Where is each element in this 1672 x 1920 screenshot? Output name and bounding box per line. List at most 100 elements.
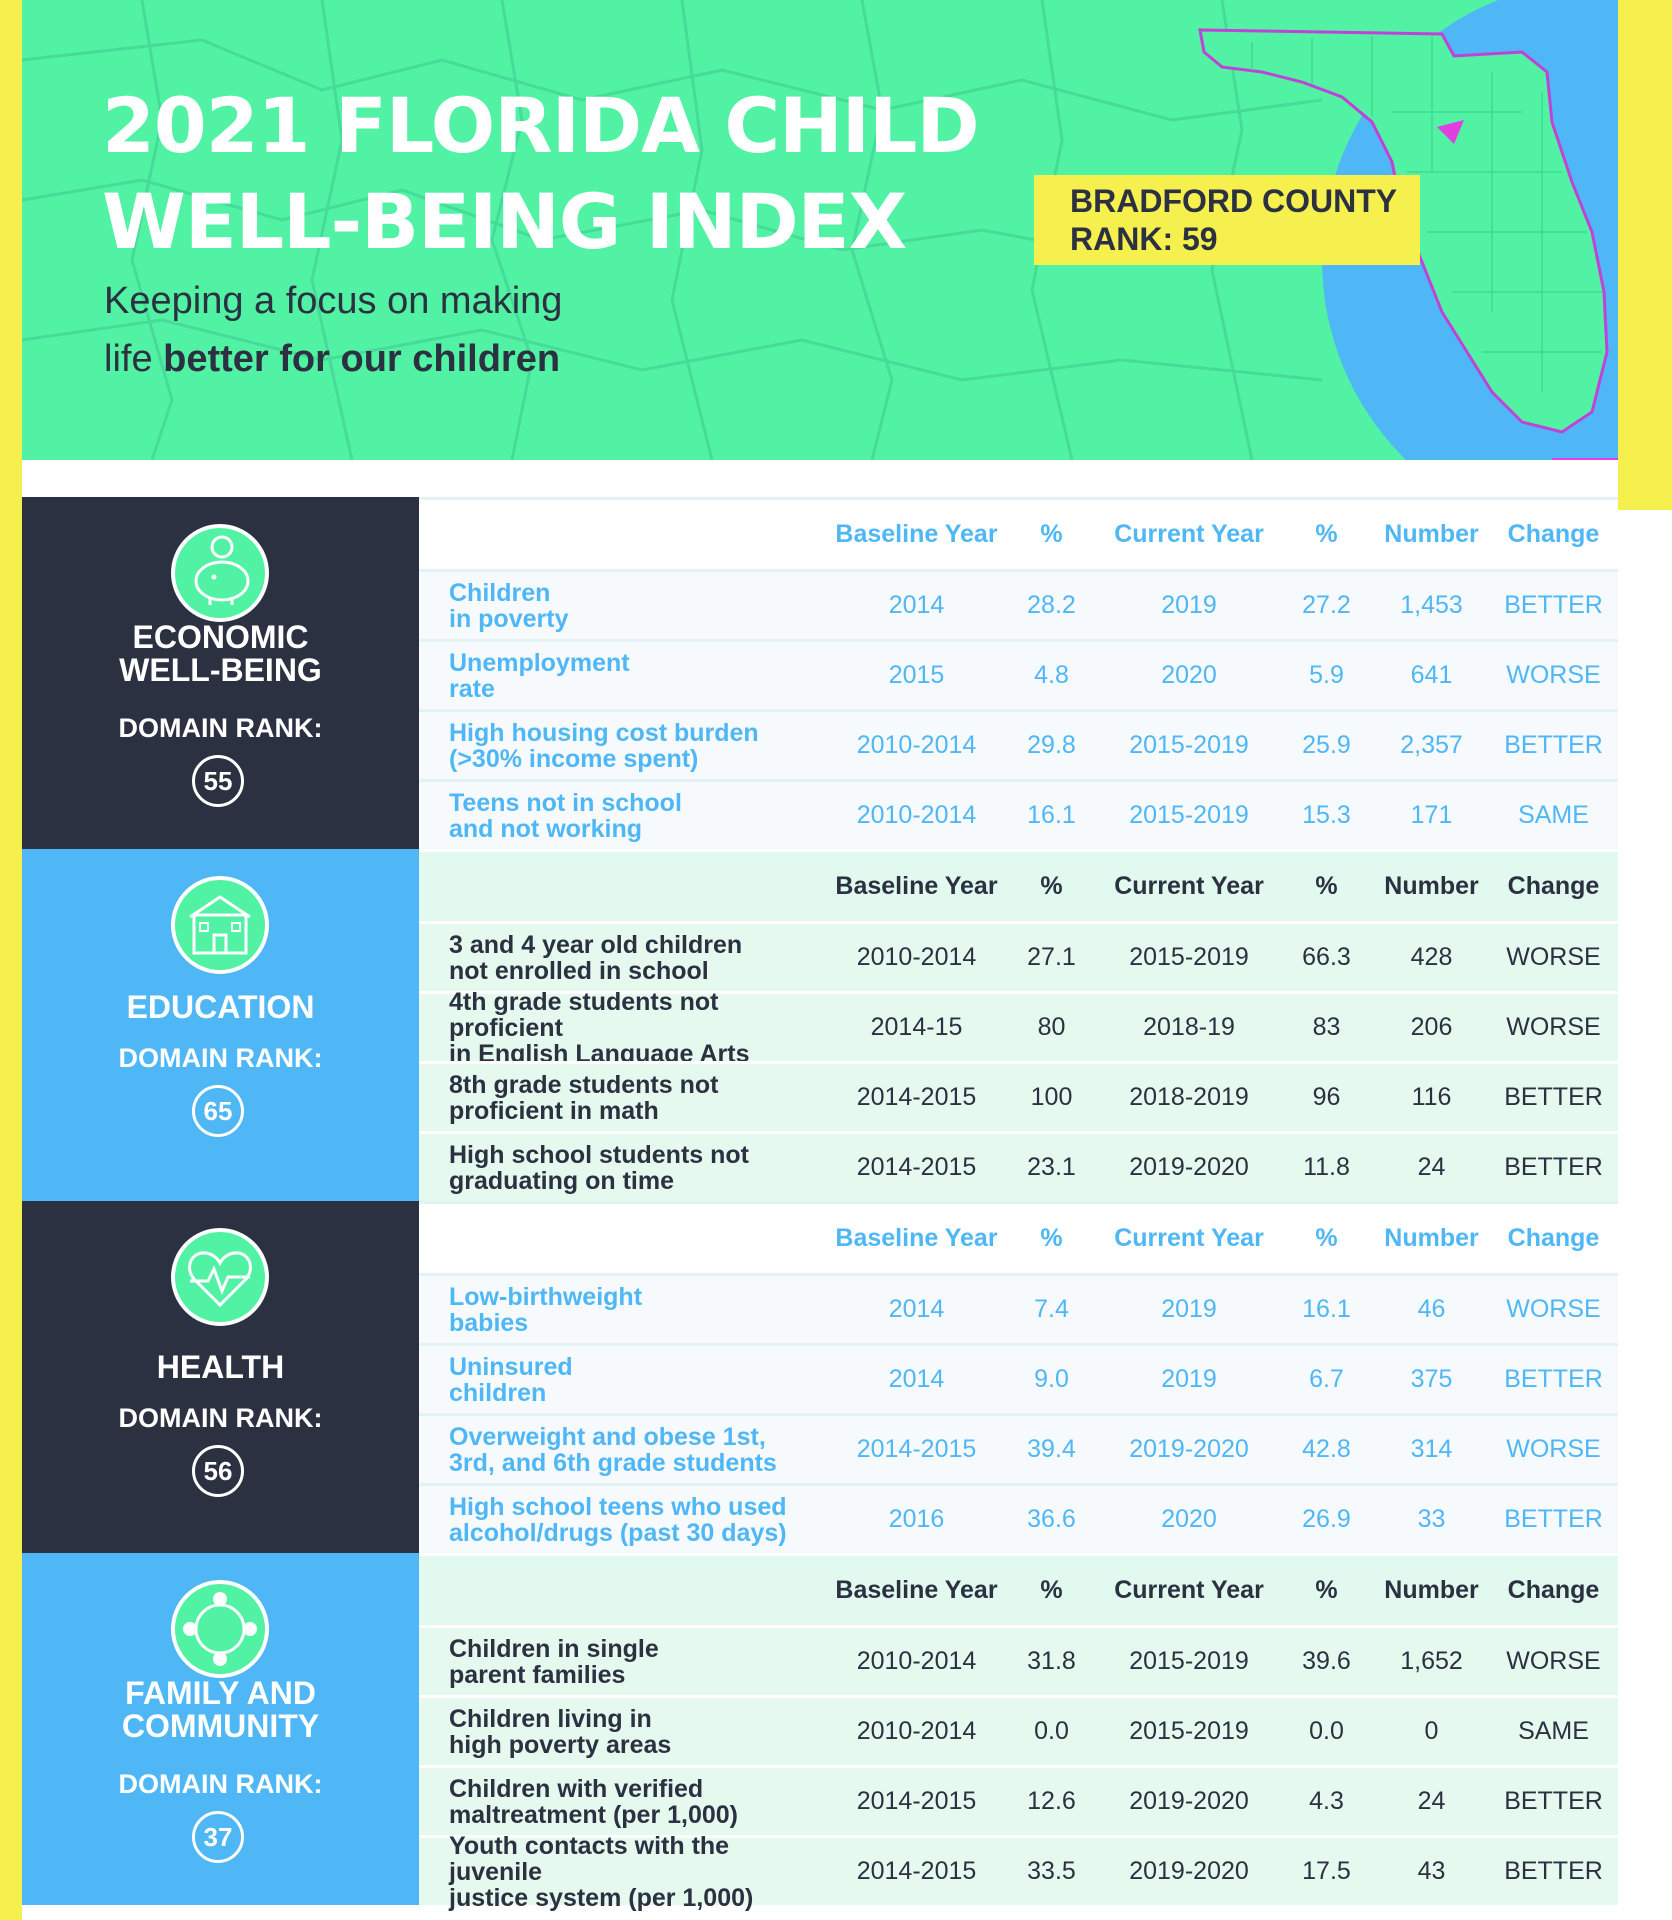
indicator-label-line: Teens not in school: [449, 788, 682, 817]
indicator-label-line: (>30% income spent): [449, 744, 699, 773]
cell-baseline-year: 2014: [888, 591, 945, 619]
cell-current-percent: 6.7: [1309, 1365, 1344, 1393]
cell-baseline-percent: 9.0: [1034, 1365, 1069, 1393]
cell-change: WORSE: [1506, 943, 1601, 971]
cell-baseline-year: 2014-2015: [856, 1435, 977, 1463]
table-row: Children with verified maltreatment (per …: [419, 1765, 1618, 1835]
cell-current-percent: 4.3: [1309, 1787, 1344, 1815]
indicator-label-line: proficient in math: [449, 1096, 659, 1125]
subtitle-bold: better for our children: [163, 338, 561, 380]
cell-number: 1,652: [1400, 1647, 1463, 1675]
column-header-number: Number: [1384, 520, 1479, 548]
cell-baseline-percent: 33.5: [1027, 1857, 1076, 1885]
indicator-label-line: rate: [449, 674, 495, 703]
cell-current-year: 2015-2019: [1129, 1717, 1249, 1745]
indicator-label: Children living in high poverty areas: [449, 1698, 829, 1765]
table-row: High housing cost burden (>30% income spe…: [419, 709, 1618, 779]
indicator-label-line: 3 and 4 year old children: [449, 930, 743, 959]
piggy-bank-icon: [171, 524, 269, 622]
indicator-label-line: babies: [449, 1308, 529, 1337]
cell-baseline-year: 2010-2014: [856, 731, 977, 759]
domain-name-line: HEALTH: [156, 1349, 285, 1385]
indicator-label-line: alcohol/drugs (past 30 days): [449, 1518, 787, 1547]
domain-rank-value: 37: [192, 1811, 244, 1863]
cell-current-percent: 96: [1312, 1083, 1341, 1111]
cell-baseline-year: 2014-15: [870, 1013, 963, 1041]
cell-number: 43: [1417, 1857, 1446, 1885]
table-row: Children in poverty 2014 28.2 2019 27.2 1,453 B…: [419, 569, 1618, 639]
cell-change: SAME: [1518, 1717, 1589, 1745]
cell-baseline-year: 2014: [888, 1295, 945, 1323]
indicator-label-line: 3rd, and 6th grade students: [449, 1448, 777, 1477]
indicator-label-line: graduating on time: [449, 1166, 674, 1195]
cell-baseline-percent: 39.4: [1027, 1435, 1076, 1463]
column-header-baseline-year: Baseline Year: [835, 520, 998, 548]
column-header-baseline-year: Baseline Year: [835, 1576, 998, 1604]
table-row: High school students not graduating on ti…: [419, 1131, 1618, 1201]
indicator-label: High school students not graduating on ti…: [449, 1134, 829, 1201]
indicator-label: 3 and 4 year old children not enrolled in…: [449, 924, 829, 991]
indicator-label-line: children: [449, 1378, 547, 1407]
table-header-row: Baseline Year% Current Year% Number Change: [419, 1553, 1618, 1625]
cell-baseline-percent: 36.6: [1027, 1505, 1076, 1533]
indicator-label: Children with verified maltreatment (per …: [449, 1768, 829, 1835]
column-header-change: Change: [1507, 520, 1600, 548]
indicator-label: Uninsured children: [449, 1346, 829, 1413]
domain-rank-label: DOMAIN RANK:: [118, 713, 323, 743]
cell-current-percent: 83: [1312, 1013, 1341, 1041]
indicator-label-line: Children with verified: [449, 1774, 704, 1803]
subtitle: Keeping a focus on making life better fo…: [104, 272, 562, 388]
cell-baseline-percent: 100: [1030, 1083, 1073, 1111]
domain-name-line: COMMUNITY: [121, 1708, 320, 1744]
cell-current-percent: 39.6: [1302, 1647, 1351, 1675]
cell-baseline-percent: 4.8: [1034, 661, 1069, 689]
cell-number: 171: [1410, 801, 1453, 829]
indicator-label-line: Overweight and obese 1st,: [449, 1422, 766, 1451]
cell-baseline-percent: 0.0: [1034, 1717, 1069, 1745]
cell-current-percent: 17.5: [1302, 1857, 1351, 1885]
domain-rank-label: DOMAIN RANK:: [118, 1043, 323, 1073]
school-building-icon: [171, 876, 269, 974]
cell-current-year: 2020: [1161, 1505, 1217, 1533]
subtitle-plain: life: [104, 338, 164, 380]
domain-name-line: WELL-BEING: [119, 652, 322, 688]
cell-change: WORSE: [1506, 1013, 1601, 1041]
table-row: Children in single parent families 2010-20…: [419, 1625, 1618, 1695]
cell-baseline-year: 2014-2015: [856, 1083, 977, 1111]
header-banner: 2021 FLORIDA CHILD WELL-BEING INDEX Keep…: [22, 0, 1618, 460]
domain-section: HEALTH DOMAIN RANK: 56 Baseline Year% Curren…: [22, 1201, 1618, 1553]
table-header-row: Baseline Year% Current Year% Number Change: [419, 849, 1618, 921]
domain-table: Baseline Year% Current Year% Number Change 3…: [419, 849, 1618, 1201]
domain-name-line: EDUCATION: [126, 989, 315, 1025]
indicator-label: Unemployment rate: [449, 642, 829, 709]
decorative-corner: [1552, 458, 1618, 460]
column-header-current-year: Current Year: [1114, 872, 1264, 900]
indicator-label-line: justice system (per 1,000): [449, 1883, 754, 1912]
column-header-baseline-percent: %: [1040, 520, 1063, 548]
column-header-current-year: Current Year: [1114, 1576, 1264, 1604]
cell-current-percent: 42.8: [1302, 1435, 1351, 1463]
cell-baseline-percent: 7.4: [1034, 1295, 1069, 1323]
title-line-1: 2021 FLORIDA CHILD: [102, 81, 980, 170]
column-header-current-percent: %: [1315, 1224, 1338, 1252]
column-header-change: Change: [1507, 1224, 1600, 1252]
indicator-label-line: and not working: [449, 814, 643, 843]
cell-current-year: 2019-2020: [1129, 1153, 1249, 1181]
cell-change: BETTER: [1504, 1787, 1603, 1815]
domain-panel: EDUCATION DOMAIN RANK: 65: [22, 849, 419, 1201]
cell-current-year: 2019: [1161, 1295, 1217, 1323]
domain-table: Baseline Year% Current Year% Number Change C…: [419, 497, 1618, 849]
cell-change: BETTER: [1504, 1857, 1603, 1885]
domain-section: FAMILY AND COMMUNITY DOMAIN RANK: 37 Baselin…: [22, 1553, 1618, 1911]
domain-rank-label: DOMAIN RANK:: [118, 1769, 323, 1799]
cell-current-year: 2020: [1161, 661, 1217, 689]
column-header-baseline-percent: %: [1040, 872, 1063, 900]
table-row: 3 and 4 year old children not enrolled in…: [419, 921, 1618, 991]
domain-name: EDUCATION: [22, 991, 419, 1024]
cell-number: 1,453: [1400, 591, 1463, 619]
domain-section: EDUCATION DOMAIN RANK: 65 Baseline Year% Cur…: [22, 849, 1618, 1201]
county-name: BRADFORD COUNTY: [1070, 183, 1398, 219]
column-header-current-year: Current Year: [1114, 520, 1264, 548]
domain-name-line: ECONOMIC: [132, 619, 309, 655]
subtitle-line-2: life better for our children: [104, 330, 562, 388]
